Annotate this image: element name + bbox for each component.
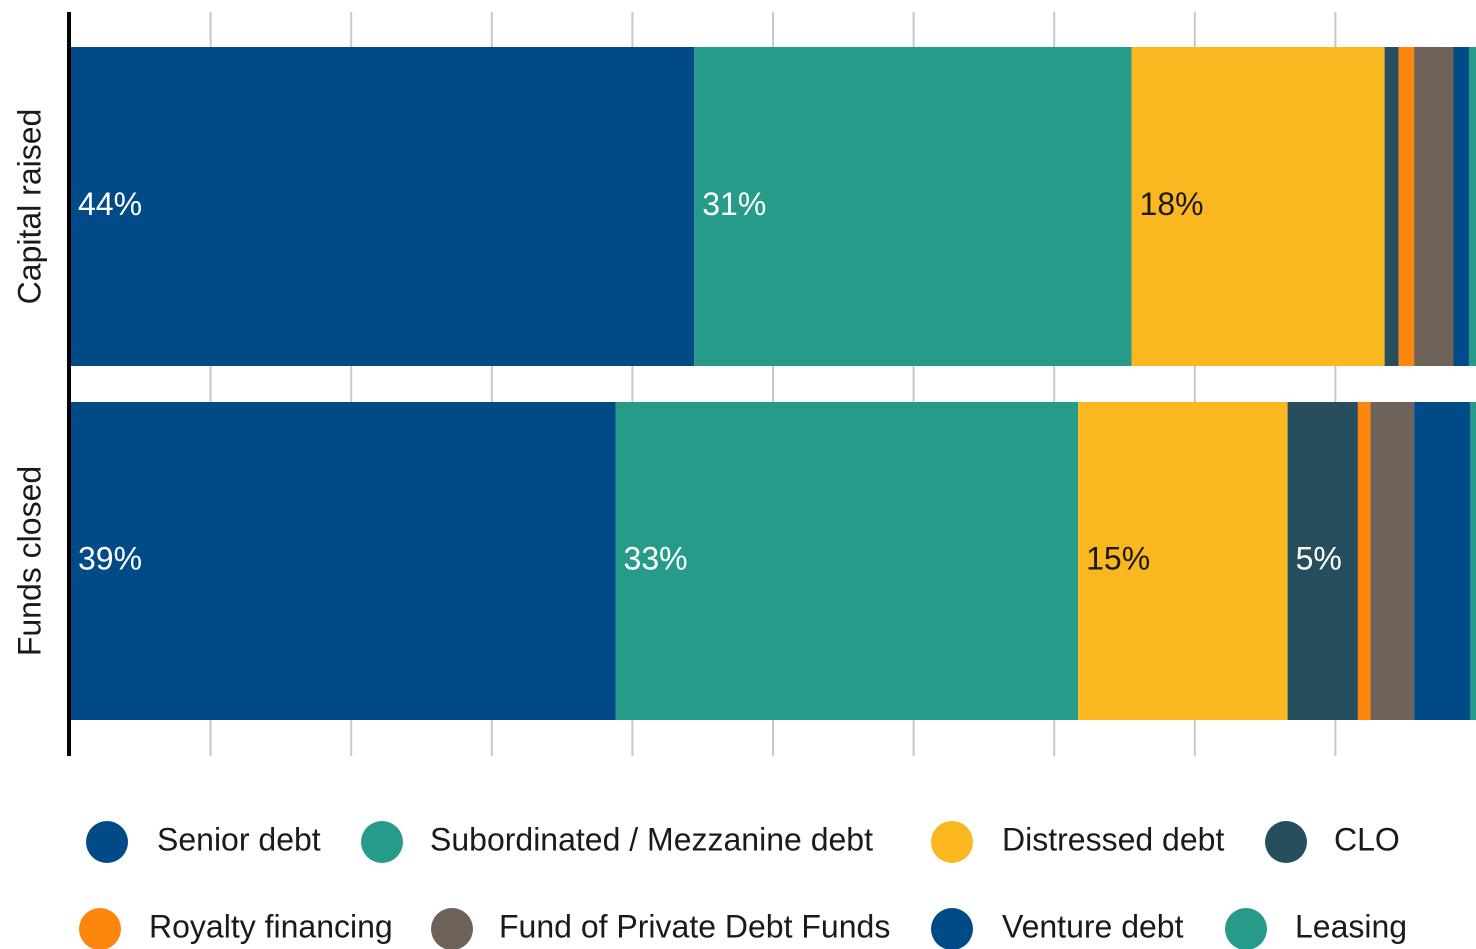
data-label: 31% bbox=[702, 186, 766, 222]
bar-segment bbox=[694, 47, 1132, 366]
bar-segment bbox=[1131, 47, 1385, 366]
legend-label: Senior debt bbox=[157, 821, 321, 857]
bar-segment bbox=[1370, 402, 1415, 720]
data-label: 39% bbox=[78, 540, 142, 576]
legend-swatch bbox=[931, 908, 973, 949]
data-label: 44% bbox=[78, 186, 142, 222]
bar-segment bbox=[1470, 402, 1476, 720]
data-label: 5% bbox=[1296, 540, 1342, 576]
legend-label: Royalty financing bbox=[149, 908, 393, 944]
legend-swatch bbox=[86, 821, 128, 863]
bar-segment bbox=[70, 402, 616, 720]
bar-segment bbox=[1384, 47, 1399, 366]
legend-swatch bbox=[79, 908, 121, 949]
data-label: 33% bbox=[624, 540, 688, 576]
category-label: Capital raised bbox=[11, 109, 47, 305]
legend-label: CLO bbox=[1334, 821, 1400, 857]
category-label: Funds closed bbox=[11, 466, 47, 656]
legend-swatch bbox=[431, 908, 473, 949]
bar-segment bbox=[1453, 47, 1469, 366]
bar-segment bbox=[1287, 402, 1358, 720]
bar-segment bbox=[1468, 47, 1476, 366]
legend-label: Venture debt bbox=[1002, 908, 1184, 944]
data-label: 18% bbox=[1140, 186, 1204, 222]
legend-label: Subordinated / Mezzanine debt bbox=[430, 821, 873, 857]
bar-segment bbox=[1078, 402, 1288, 720]
bar-segment bbox=[615, 402, 1079, 720]
bar-segment bbox=[70, 47, 695, 366]
data-label: 15% bbox=[1086, 540, 1150, 576]
legend-swatch bbox=[1225, 908, 1267, 949]
bar-segment bbox=[1414, 402, 1471, 720]
legend-swatch bbox=[361, 821, 403, 863]
legend-label: Fund of Private Debt Funds bbox=[499, 908, 890, 944]
legend-label: Leasing bbox=[1295, 908, 1407, 944]
bar-segment bbox=[1357, 402, 1371, 720]
bar-segment bbox=[1398, 47, 1415, 366]
bar-segment bbox=[1414, 47, 1454, 366]
legend-label: Distressed debt bbox=[1002, 821, 1224, 857]
legend-swatch bbox=[931, 821, 973, 863]
legend-swatch bbox=[1265, 821, 1307, 863]
